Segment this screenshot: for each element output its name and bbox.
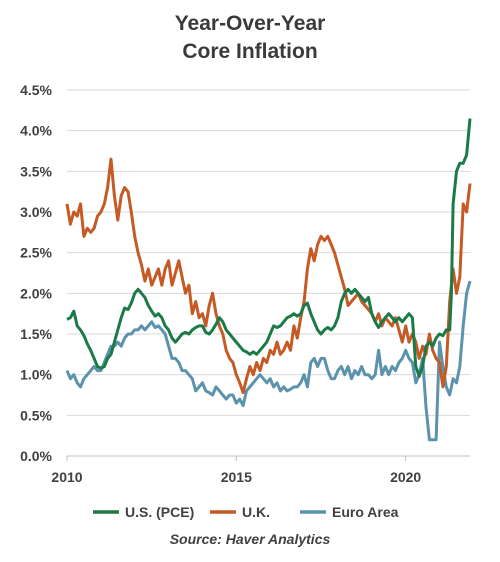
chart-title-line-1: Year-Over-Year: [174, 12, 326, 35]
series-line-euro-area: [65, 280, 472, 442]
series-line-u-k: [65, 157, 472, 395]
x-tick-label: 2010: [51, 469, 82, 485]
y-tick-label: 3.0%: [20, 204, 52, 220]
y-tick-label: 1.5%: [20, 326, 52, 342]
legend-label: Euro Area: [332, 504, 399, 520]
y-tick-label: 2.5%: [20, 245, 52, 261]
legend: U.S. (PCE) U.K. Euro Area: [93, 504, 399, 520]
series-lines: [65, 118, 472, 442]
y-tick-label: 4.0%: [20, 123, 52, 139]
chart-title-line-2: Core Inflation: [182, 40, 318, 63]
y-axis-ticks: 0.0% 0.5% 1.0% 1.5% 2.0% 2.5% 3.0% 3.5% 4.0% 4.5%: [20, 82, 52, 464]
y-tick-label: 4.5%: [20, 82, 52, 98]
y-tick-label: 0.0%: [20, 448, 52, 464]
y-tick-label: 3.5%: [20, 163, 52, 179]
series-line-u-s-pce: [66, 118, 472, 378]
x-tick-label: 2020: [390, 469, 421, 485]
legend-label: U.K.: [242, 504, 270, 520]
y-tick-label: 1.0%: [20, 367, 52, 383]
legend-label: U.S. (PCE): [125, 504, 194, 520]
y-tick-label: 2.0%: [20, 285, 52, 301]
y-tick-label: 0.5%: [20, 407, 52, 423]
x-axis-ticks: 2010 2015 2020: [51, 456, 421, 485]
source-note: Source: Haver Analytics: [169, 531, 331, 547]
x-tick-label: 2015: [221, 469, 252, 485]
gridlines: [67, 89, 470, 457]
